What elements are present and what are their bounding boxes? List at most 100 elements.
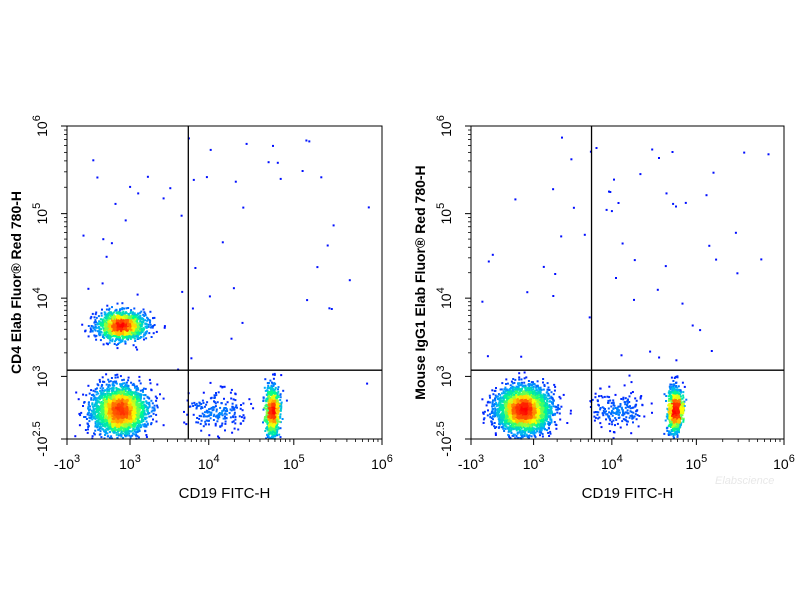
- event-dot: [127, 413, 130, 416]
- event-dot: [89, 405, 92, 408]
- event-dot: [270, 384, 273, 387]
- event-dot: [96, 401, 99, 404]
- event-dot: [119, 418, 122, 421]
- event-dot: [140, 318, 143, 321]
- event-dot: [134, 431, 137, 434]
- event-dot: [104, 326, 107, 329]
- event-dot: [100, 408, 103, 411]
- event-dot: [277, 420, 280, 423]
- event-dot: [111, 322, 114, 324]
- event-dot: [116, 392, 119, 395]
- event-dot: [111, 391, 114, 394]
- event-dot: [134, 340, 137, 342]
- event-dot: [266, 387, 269, 389]
- event-dot: [271, 437, 274, 439]
- event-dot: [132, 334, 135, 337]
- event-dot: [117, 343, 120, 346]
- event-dot: [129, 426, 132, 429]
- event-dot: [122, 411, 125, 414]
- event-dot: [129, 437, 132, 440]
- event-dot: [145, 434, 148, 436]
- event-dot: [265, 437, 268, 440]
- event-dot: [134, 410, 137, 413]
- event-dot: [112, 408, 115, 411]
- event-dot: [122, 416, 125, 419]
- event-dot: [134, 395, 137, 398]
- event-dot: [132, 336, 135, 338]
- event-dot: [126, 407, 129, 410]
- event-dot: [148, 404, 151, 407]
- event-dot: [105, 410, 108, 413]
- event-dot: [94, 425, 97, 428]
- event-dot: [110, 425, 112, 428]
- event-dot: [105, 405, 108, 408]
- event-dot: [135, 428, 138, 431]
- event-dot: [277, 410, 279, 413]
- event-dot: [99, 425, 102, 428]
- event-dot: [127, 313, 130, 316]
- event-dot: [129, 413, 132, 416]
- event-dot: [85, 418, 88, 420]
- event-dot: [94, 329, 97, 332]
- event-dot: [100, 436, 103, 439]
- event-dot: [266, 398, 269, 401]
- event-dot: [145, 424, 148, 427]
- event-dot: [108, 307, 111, 310]
- event-dot: [117, 410, 119, 413]
- event-dot: [125, 307, 128, 310]
- event-dot: [123, 307, 125, 310]
- event-dot: [131, 399, 134, 402]
- event-dot: [97, 422, 100, 425]
- event-dot: [108, 330, 111, 333]
- event-dot: [108, 341, 111, 344]
- event-dot: [269, 379, 272, 382]
- event-dot: [108, 311, 111, 314]
- event-dot: [267, 385, 270, 387]
- event-dot: [123, 400, 126, 403]
- event-dot: [117, 325, 120, 328]
- event-dot: [116, 419, 119, 422]
- event-dot: [99, 390, 102, 392]
- event-dot: [116, 317, 119, 320]
- event-dot: [274, 394, 277, 397]
- event-dot: [272, 406, 275, 409]
- event-dot: [111, 429, 114, 432]
- event-dot: [278, 403, 281, 406]
- event-dot: [138, 393, 141, 396]
- event-dot: [117, 335, 120, 338]
- event-dot: [94, 313, 97, 316]
- event-dot: [104, 434, 106, 436]
- event-dot: [272, 392, 275, 394]
- event-dot: [125, 337, 128, 340]
- event-dot: [273, 434, 276, 437]
- event-dot: [103, 380, 106, 383]
- event-dot: [124, 428, 127, 431]
- event-dot: [279, 413, 282, 416]
- event-dot: [106, 427, 109, 430]
- event-dot: [149, 321, 151, 324]
- event-dot: [147, 317, 149, 320]
- event-dot: [134, 321, 137, 324]
- event-dot: [120, 434, 123, 437]
- event-dot: [105, 321, 108, 324]
- event-dot: [122, 437, 124, 439]
- event-dot: [119, 403, 122, 406]
- event-dot: [113, 402, 115, 405]
- event-dot: [106, 422, 109, 424]
- event-dot: [112, 420, 115, 423]
- event-dot: [114, 374, 117, 377]
- event-dot: [112, 334, 115, 337]
- event-dot: [123, 405, 126, 408]
- event-dot: [131, 434, 134, 437]
- event-dot: [127, 426, 130, 429]
- event-dot: [99, 387, 102, 390]
- event-dot: [144, 387, 147, 390]
- event-dot: [118, 333, 121, 336]
- event-dot: [138, 329, 141, 332]
- event-dot: [137, 407, 140, 410]
- event-dot: [124, 435, 127, 438]
- event-dot: [149, 310, 152, 313]
- event-dot: [115, 431, 118, 434]
- event-dot: [135, 394, 138, 397]
- event-dot: [269, 417, 272, 420]
